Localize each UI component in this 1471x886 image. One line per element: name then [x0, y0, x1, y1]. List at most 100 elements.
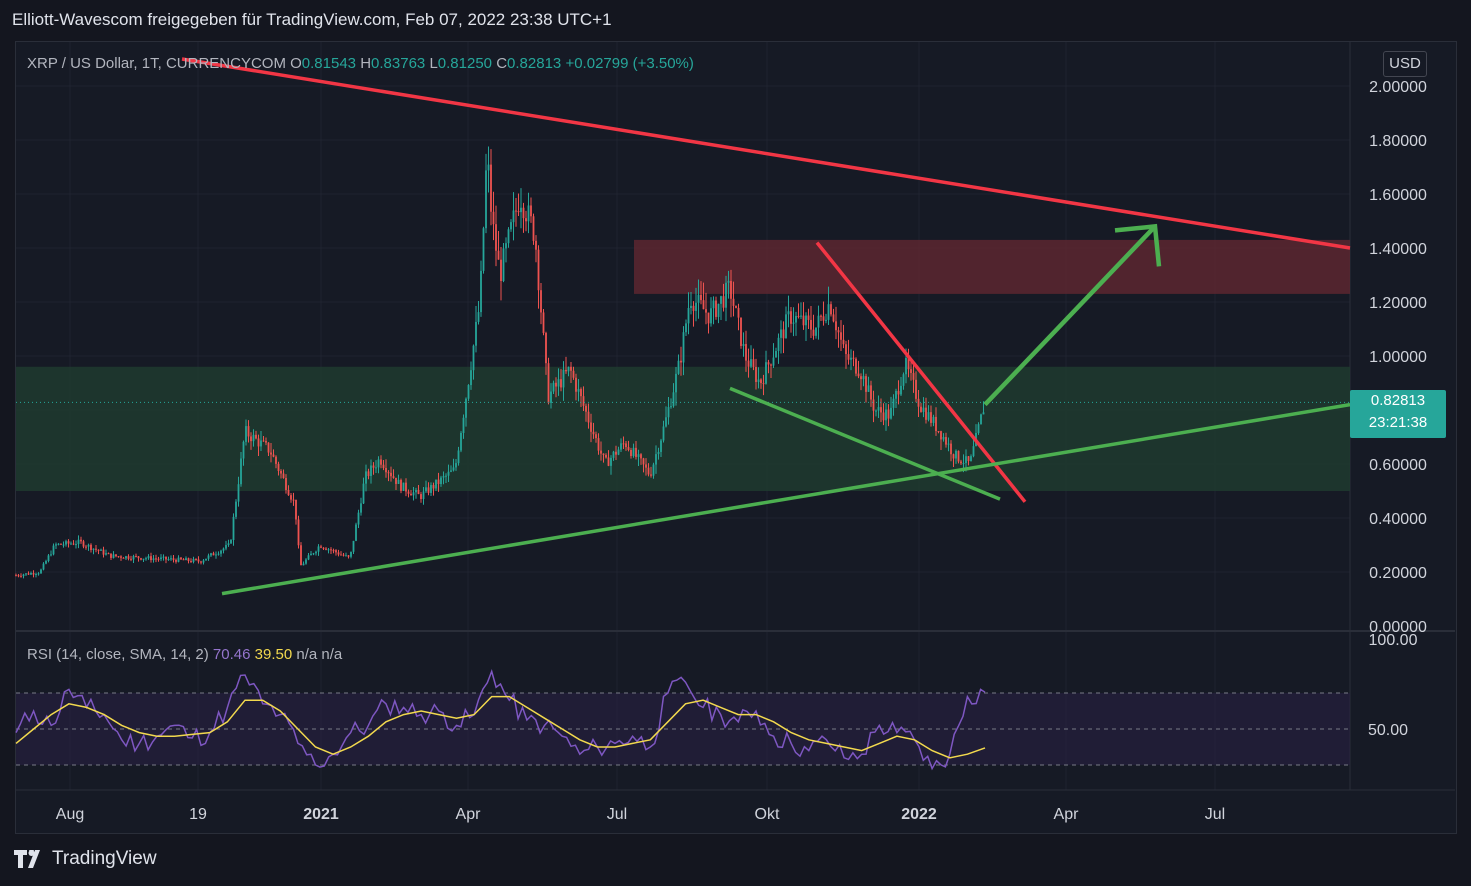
tradingview-brand[interactable]: TradingView: [14, 848, 157, 870]
candle-body: [772, 357, 775, 366]
candle-up: [617, 446, 620, 456]
candle-down: [840, 320, 842, 352]
candle-body: [785, 314, 787, 339]
candle-up: [697, 279, 700, 319]
candle-body: [415, 490, 417, 493]
candle-body: [90, 544, 92, 550]
candle-down: [500, 247, 502, 301]
candle-up: [52, 543, 55, 556]
candle-up: [557, 368, 560, 396]
candle-up: [550, 383, 552, 409]
candle-down: [537, 245, 540, 309]
candle-body: [547, 363, 550, 403]
candle-down: [647, 463, 650, 477]
time-axis-label: Jul: [1205, 806, 1225, 823]
candle-body: [370, 465, 372, 476]
candle-down: [155, 554, 157, 563]
candle-body: [77, 539, 80, 545]
candle-up: [45, 559, 47, 565]
candle-body: [152, 558, 155, 561]
candle-body: [917, 398, 920, 407]
candle-body: [47, 555, 50, 561]
candle-up: [55, 542, 57, 550]
candle-body: [615, 451, 617, 455]
candle-down: [540, 283, 542, 325]
candle-body: [157, 558, 160, 560]
candle-body: [177, 557, 180, 562]
candle-body: [147, 556, 150, 559]
candle-down: [342, 552, 345, 557]
candle-body: [845, 344, 847, 355]
candle-down: [190, 558, 192, 563]
candle-body: [807, 315, 810, 320]
candle-down: [917, 390, 920, 418]
candle-body: [352, 540, 355, 552]
candle-body: [942, 437, 945, 440]
candle-down: [17, 574, 20, 578]
candle-down: [650, 466, 652, 478]
rsi-sma-line: [15, 695, 986, 759]
candle-body: [410, 493, 412, 496]
candle-down: [545, 331, 547, 375]
candle-body: [232, 516, 235, 541]
candle-down: [257, 434, 260, 456]
time-axis-label: Okt: [755, 806, 780, 823]
candle-body: [480, 270, 482, 313]
candle-up: [825, 313, 827, 324]
candle-body: [665, 417, 667, 427]
candle-body: [417, 490, 420, 495]
candle-body: [27, 573, 30, 575]
candle-body: [945, 437, 947, 445]
candle-up: [780, 320, 782, 354]
candle-body: [832, 314, 835, 322]
candle-down: [762, 374, 765, 396]
candle-up: [805, 312, 807, 342]
candle-up: [170, 555, 172, 561]
candle-up: [360, 497, 362, 516]
candle-down: [140, 557, 142, 561]
candle-down: [492, 191, 495, 241]
candle-body: [892, 398, 895, 408]
candle-body: [102, 549, 105, 555]
candle-down: [960, 459, 962, 466]
candle-down: [630, 447, 632, 459]
candle-body: [912, 372, 915, 380]
candle-body: [425, 487, 427, 492]
candle-body: [372, 465, 375, 468]
candle-up: [402, 482, 405, 492]
candle-up: [430, 482, 432, 496]
candle-body: [645, 464, 647, 468]
candle-down: [860, 373, 862, 391]
candle-body: [620, 443, 622, 450]
candle-down: [80, 536, 82, 544]
candle-up: [65, 539, 67, 547]
candle-body: [797, 315, 800, 317]
candle-body: [332, 550, 335, 552]
candle-body: [722, 296, 725, 308]
candle-up: [345, 552, 347, 557]
candle-up: [727, 270, 730, 299]
candle-down: [822, 301, 825, 326]
candle-down: [287, 485, 290, 496]
candle-up: [147, 554, 150, 560]
candle-body: [510, 222, 512, 230]
candle-body: [222, 548, 225, 551]
candle-body: [805, 315, 807, 326]
candle-body: [982, 412, 985, 415]
candle-down: [437, 472, 440, 492]
candle-body: [612, 451, 615, 458]
candle-body: [242, 441, 245, 459]
currency-button[interactable]: USD: [1383, 51, 1427, 77]
rsi-line: [15, 669, 986, 771]
candle-down: [332, 548, 335, 554]
rsi-axis-label: 50.00: [1368, 722, 1408, 739]
candle-body: [422, 491, 425, 500]
candle-down: [495, 205, 497, 267]
candle-body: [20, 575, 22, 577]
candle-body: [117, 556, 120, 558]
candle-down: [95, 544, 97, 553]
candle-up: [305, 558, 307, 565]
candle-up: [442, 471, 445, 485]
candle-down: [175, 558, 177, 564]
